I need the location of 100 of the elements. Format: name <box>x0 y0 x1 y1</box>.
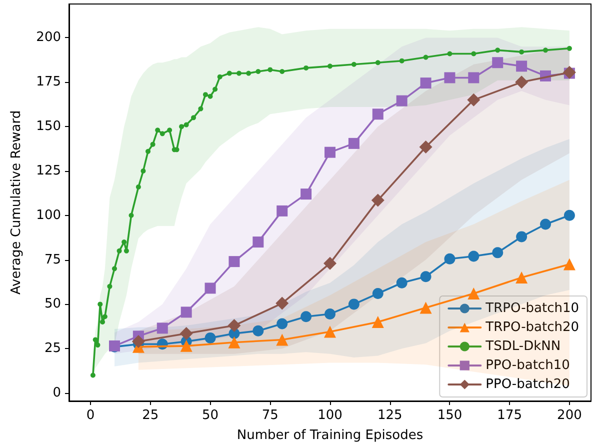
point <box>208 94 213 99</box>
point <box>116 248 122 254</box>
point <box>444 253 456 264</box>
point <box>420 302 432 314</box>
legend-label: PPO-batch20 <box>486 377 570 392</box>
point <box>444 72 456 84</box>
y-tick-label: 175 <box>36 74 61 90</box>
point <box>468 250 480 262</box>
point <box>236 70 242 76</box>
point <box>280 69 285 74</box>
point <box>300 311 312 322</box>
y-tick-label: 75 <box>44 252 61 268</box>
point <box>132 334 145 348</box>
point <box>348 138 360 149</box>
point <box>467 93 480 106</box>
point <box>324 256 336 270</box>
point <box>276 296 289 310</box>
point <box>146 148 151 154</box>
point <box>468 72 480 84</box>
point <box>198 106 204 112</box>
y-tick-label: 200 <box>36 30 61 46</box>
point <box>371 194 384 207</box>
point <box>155 128 160 133</box>
x-tick-label: 75 <box>262 408 278 423</box>
point <box>90 372 96 378</box>
point <box>204 282 216 294</box>
point <box>300 188 312 200</box>
point <box>92 337 98 342</box>
point <box>228 336 240 348</box>
point <box>324 326 336 338</box>
point <box>372 288 384 300</box>
point <box>128 212 134 218</box>
x-tick-label: 25 <box>142 408 159 423</box>
point <box>471 51 476 56</box>
point <box>516 231 528 242</box>
point <box>324 146 336 158</box>
y-tick-label: 125 <box>36 163 61 178</box>
point <box>276 334 288 346</box>
point <box>351 62 356 67</box>
point <box>516 60 528 72</box>
point <box>202 92 208 98</box>
point <box>95 342 100 348</box>
point <box>399 58 404 64</box>
point <box>516 272 528 284</box>
point <box>423 54 428 60</box>
point <box>136 184 141 190</box>
point <box>515 76 528 89</box>
x-tick-label: 50 <box>202 408 219 423</box>
point <box>519 49 524 54</box>
point <box>140 168 146 174</box>
x-tick-label: 125 <box>377 408 402 423</box>
point <box>419 140 432 154</box>
point <box>184 122 189 128</box>
point <box>180 306 192 318</box>
point <box>100 319 106 324</box>
point <box>396 95 408 106</box>
point <box>276 318 288 330</box>
point <box>246 70 252 76</box>
point <box>256 69 261 74</box>
point <box>204 332 216 344</box>
y-tick-label: 25 <box>44 341 61 356</box>
point <box>566 46 572 51</box>
y-tick-label: 100 <box>36 208 61 223</box>
point <box>375 60 380 66</box>
point <box>180 327 193 340</box>
y-tick-label: 0 <box>52 386 61 401</box>
point <box>217 74 222 80</box>
point <box>492 247 504 258</box>
point <box>228 319 241 332</box>
y-axis-title: Average Cumulative Reward <box>9 110 24 295</box>
point <box>563 258 576 270</box>
point <box>180 340 192 352</box>
point <box>540 218 552 230</box>
x-tick-label: 175 <box>497 408 522 423</box>
legend-label: TRPO-batch20 <box>484 320 579 335</box>
point <box>348 298 360 310</box>
x-tick-label: 100 <box>318 408 342 423</box>
point <box>226 70 232 76</box>
point <box>468 288 480 300</box>
point <box>324 308 336 320</box>
point <box>102 314 108 320</box>
point <box>543 48 548 53</box>
legend-label: PPO-batch10 <box>486 358 570 373</box>
point <box>396 277 408 288</box>
point <box>372 316 384 328</box>
point <box>447 51 452 56</box>
point <box>179 124 184 130</box>
point <box>495 48 500 53</box>
point <box>212 86 218 92</box>
point <box>420 78 432 89</box>
point <box>156 322 168 334</box>
point <box>167 128 172 133</box>
point <box>252 236 264 248</box>
point <box>112 266 117 272</box>
point <box>268 67 273 72</box>
legend-label: TSDL-DkNN <box>484 339 561 354</box>
point <box>107 284 112 289</box>
point <box>328 64 332 69</box>
y-tick-label: 50 <box>44 296 61 312</box>
point <box>124 248 129 254</box>
